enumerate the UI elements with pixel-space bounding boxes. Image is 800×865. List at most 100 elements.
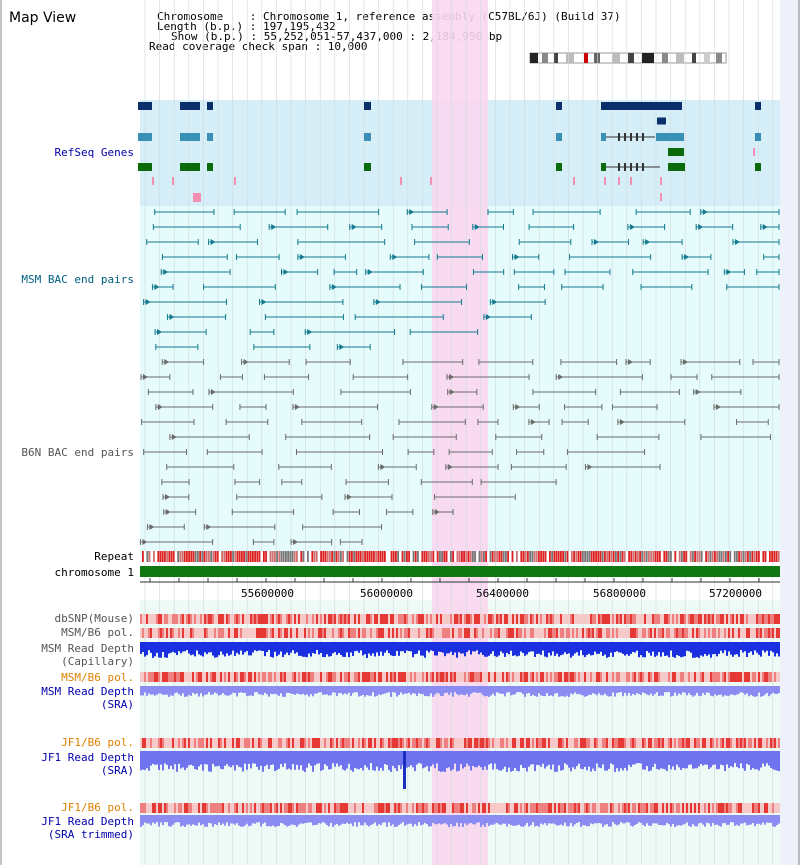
heat-bin bbox=[680, 614, 682, 624]
depth-bin bbox=[456, 686, 458, 695]
depth-bin bbox=[774, 815, 776, 827]
heat-bin bbox=[524, 672, 526, 682]
heat-bin bbox=[194, 803, 196, 813]
heat-bin bbox=[152, 738, 154, 748]
repeat-bin bbox=[302, 551, 305, 562]
msm-pol-sra-label: MSM/B6 pol. bbox=[61, 671, 134, 684]
depth-bin bbox=[656, 642, 658, 656]
depth-bin bbox=[210, 686, 212, 695]
heat-bin bbox=[250, 672, 252, 682]
heat-bin bbox=[368, 614, 370, 624]
depth-bin bbox=[746, 815, 748, 826]
depth-bin bbox=[260, 751, 262, 766]
heat-bin bbox=[348, 738, 350, 748]
repeat-bin bbox=[170, 551, 173, 562]
depth-bin bbox=[246, 642, 248, 651]
heat-bin bbox=[340, 614, 342, 624]
depth-bin bbox=[228, 751, 230, 767]
repeat-bin bbox=[595, 551, 597, 562]
depth-bin bbox=[216, 815, 218, 826]
heat-bin bbox=[702, 672, 704, 682]
heat-bin bbox=[646, 738, 648, 748]
heat-bin bbox=[310, 614, 312, 624]
heat-bin bbox=[694, 614, 696, 624]
heat-bin bbox=[528, 628, 530, 638]
heat-bin bbox=[652, 738, 654, 748]
depth-bin bbox=[184, 751, 186, 771]
heat-bin bbox=[692, 672, 694, 682]
repeat-bin bbox=[467, 551, 470, 562]
heat-bin bbox=[764, 614, 766, 624]
depth-bin bbox=[250, 686, 252, 696]
heat-bin bbox=[596, 803, 598, 813]
heat-bin bbox=[610, 738, 612, 748]
heat-bin bbox=[498, 803, 500, 813]
bac-end-arrow bbox=[485, 314, 491, 320]
heat-bin bbox=[400, 614, 402, 624]
heat-bin bbox=[182, 614, 184, 624]
heat-bin bbox=[246, 628, 248, 638]
bac-end-arrow bbox=[271, 224, 277, 230]
depth-bin bbox=[518, 642, 520, 656]
depth-bin bbox=[486, 815, 488, 824]
heat-bin bbox=[576, 614, 578, 624]
heat-bin bbox=[382, 738, 384, 748]
heat-bin bbox=[750, 614, 752, 624]
repeat-bin bbox=[344, 551, 347, 562]
depth-bin bbox=[682, 686, 684, 693]
depth-bin bbox=[490, 686, 492, 696]
heat-bin bbox=[332, 628, 334, 638]
heat-bin bbox=[388, 803, 390, 813]
depth-bin bbox=[368, 815, 370, 827]
depth-bin bbox=[144, 686, 146, 693]
depth-bin bbox=[258, 686, 260, 695]
heat-bin bbox=[420, 614, 422, 624]
depth-bin bbox=[646, 686, 648, 695]
heat-bin bbox=[546, 614, 548, 624]
depth-bin bbox=[398, 686, 400, 695]
heat-bin bbox=[210, 803, 212, 813]
depth-bin bbox=[620, 751, 622, 769]
depth-bin bbox=[182, 751, 184, 768]
depth-bin bbox=[266, 751, 268, 765]
heat-bin bbox=[208, 628, 210, 638]
heat-bin bbox=[518, 672, 520, 682]
depth-bin bbox=[688, 815, 690, 826]
heat-bin bbox=[352, 672, 354, 682]
depth-bin bbox=[596, 751, 598, 764]
heat-bin bbox=[142, 672, 144, 682]
heat-bin bbox=[306, 672, 308, 682]
heat-bin bbox=[590, 614, 592, 624]
heat-bin bbox=[254, 628, 256, 638]
depth-bin bbox=[204, 642, 206, 653]
heat-bin bbox=[702, 803, 704, 813]
heat-bin bbox=[274, 803, 276, 813]
depth-bin bbox=[336, 686, 338, 697]
depth-bin bbox=[676, 642, 678, 655]
heat-bin bbox=[572, 672, 574, 682]
heat-bin bbox=[144, 614, 146, 624]
depth-bin bbox=[458, 815, 460, 827]
heat-bin bbox=[560, 614, 562, 624]
heat-bin bbox=[676, 803, 678, 813]
depth-bin bbox=[196, 686, 198, 694]
depth-bin bbox=[170, 751, 172, 766]
heat-bin bbox=[722, 738, 724, 748]
chromosome-ideogram[interactable] bbox=[528, 51, 728, 65]
heat-bin bbox=[224, 803, 226, 813]
depth-bin bbox=[394, 815, 396, 827]
heat-bin bbox=[404, 672, 406, 682]
depth-bin bbox=[380, 751, 382, 768]
heat-bin bbox=[312, 738, 314, 748]
gene-marker bbox=[660, 193, 662, 201]
depth-bin bbox=[518, 686, 520, 693]
heat-bin bbox=[342, 628, 344, 638]
depth-bin bbox=[306, 686, 308, 695]
heat-bin bbox=[632, 672, 634, 682]
heat-bin bbox=[342, 672, 344, 682]
repeat-bin bbox=[278, 551, 281, 562]
repeat-bin bbox=[434, 551, 437, 562]
repeat-bin bbox=[298, 551, 300, 562]
depth-bin bbox=[212, 815, 214, 827]
